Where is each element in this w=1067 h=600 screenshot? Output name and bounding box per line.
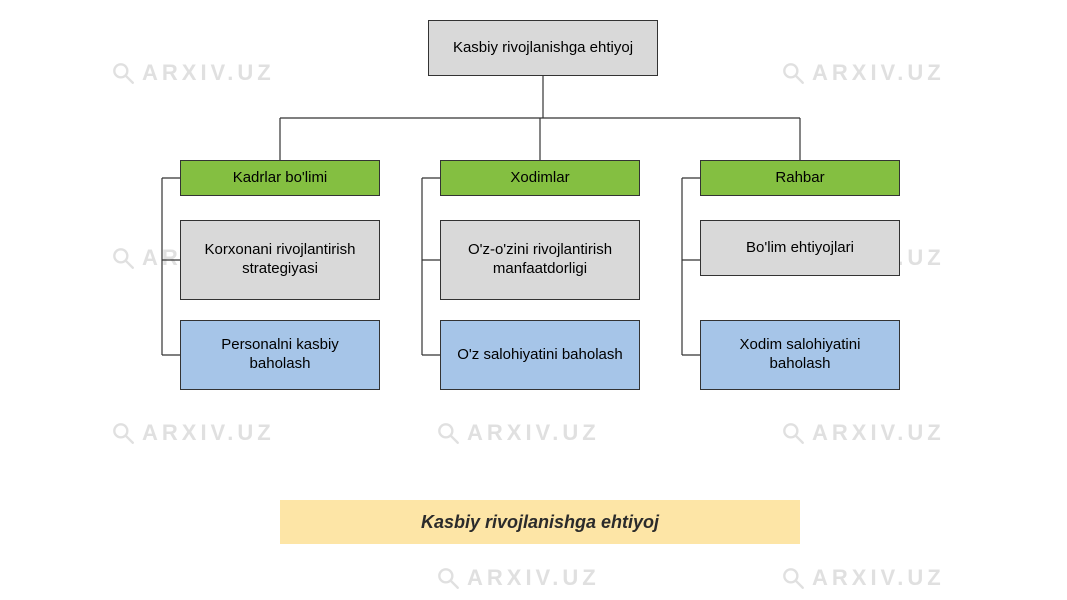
caption-text: Kasbiy rivojlanishga ehtiyoj xyxy=(421,512,659,533)
watermark: ARXIV.UZ xyxy=(110,420,275,446)
magnifier-icon xyxy=(110,60,136,86)
node-root: Kasbiy rivojlanishga ehtiyoj xyxy=(428,20,658,76)
watermark-text: ARXIV.UZ xyxy=(142,60,275,86)
node-col3_a: Bo'lim ehtiyojlari xyxy=(700,220,900,276)
magnifier-icon xyxy=(435,565,461,591)
watermark-text: ARXIV.UZ xyxy=(142,420,275,446)
magnifier-icon xyxy=(110,245,136,271)
magnifier-icon xyxy=(110,420,136,446)
node-label: Xodimlar xyxy=(510,169,569,188)
watermark: ARXIV.UZ xyxy=(780,420,945,446)
caption-bar: Kasbiy rivojlanishga ehtiyoj xyxy=(280,500,800,544)
watermark-text: ARXIV.UZ xyxy=(812,565,945,591)
watermark-text: ARXIV.UZ xyxy=(467,565,600,591)
node-label: Bo'lim ehtiyojlari xyxy=(746,239,854,258)
node-label: Personalni kasbiy baholash xyxy=(189,336,371,374)
magnifier-icon xyxy=(435,420,461,446)
node-col3_h: Rahbar xyxy=(700,160,900,196)
node-label: Korxonani rivojlantirish strategiyasi xyxy=(189,241,371,279)
watermark: ARXIV.UZ xyxy=(780,565,945,591)
watermark-text: ARXIV.UZ xyxy=(467,420,600,446)
node-col1_b: Personalni kasbiy baholash xyxy=(180,320,380,390)
node-label: O'z-o'zini rivojlantirish manfaatdorligi xyxy=(449,241,631,279)
node-col1_h: Kadrlar bo'limi xyxy=(180,160,380,196)
watermark: ARXIV.UZ xyxy=(435,420,600,446)
node-col2_a: O'z-o'zini rivojlantirish manfaatdorligi xyxy=(440,220,640,300)
magnifier-icon xyxy=(780,420,806,446)
watermark: ARXIV.UZ xyxy=(110,60,275,86)
magnifier-icon xyxy=(780,60,806,86)
node-label: Kadrlar bo'limi xyxy=(233,169,328,188)
node-label: Xodim salohiyatini baholash xyxy=(709,336,891,374)
node-col2_b: O'z salohiyatini baholash xyxy=(440,320,640,390)
magnifier-icon xyxy=(780,565,806,591)
watermark-text: ARXIV.UZ xyxy=(812,420,945,446)
watermark: ARXIV.UZ xyxy=(435,565,600,591)
watermark: ARXIV.UZ xyxy=(780,60,945,86)
node-label: Kasbiy rivojlanishga ehtiyoj xyxy=(453,39,633,58)
node-label: Rahbar xyxy=(775,169,824,188)
node-col2_h: Xodimlar xyxy=(440,160,640,196)
watermark-text: ARXIV.UZ xyxy=(812,60,945,86)
node-col1_a: Korxonani rivojlantirish strategiyasi xyxy=(180,220,380,300)
node-col3_b: Xodim salohiyatini baholash xyxy=(700,320,900,390)
node-label: O'z salohiyatini baholash xyxy=(457,346,622,365)
